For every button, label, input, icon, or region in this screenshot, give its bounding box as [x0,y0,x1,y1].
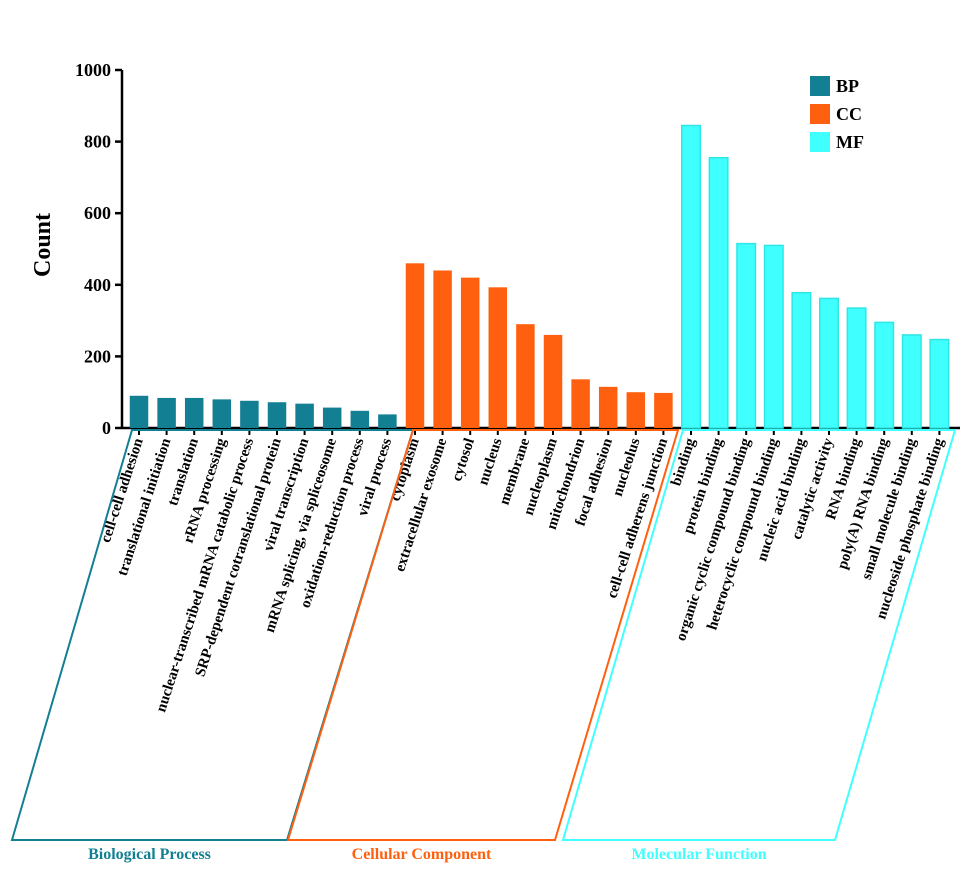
bar-mf [929,338,950,429]
bar-mf [846,307,867,429]
bar-mf [819,297,839,429]
legend-item-cc[interactable]: CC [810,104,862,124]
bar-mf [681,124,701,429]
bar-cc [460,277,480,428]
bar-bp [212,399,232,428]
bar-bp [129,395,149,428]
legend-swatch [810,104,830,124]
bar-mf [736,242,757,429]
bar-cc [654,392,673,428]
y-tick-label: 200 [84,346,111,366]
category-label: nucleus [475,436,505,487]
group-label-bp: Biological Process [88,846,211,863]
bar-bp [157,397,176,428]
bar-bp [184,397,204,428]
group-label-mf: Molecular Function [631,846,766,863]
y-tick-label: 800 [84,132,111,152]
bar-cc [626,392,646,428]
legend[interactable]: BP CC MF [810,76,864,152]
bar-bp [322,407,342,428]
bar-mf [874,321,895,429]
bar-mf [901,334,922,429]
group-bracket-mf [561,429,957,841]
bars [129,124,950,429]
bar-bp [240,400,259,428]
legend-swatch [810,76,830,96]
bar-bp [295,403,314,428]
bar-bp [350,410,370,428]
group-bracket-cc [286,429,680,841]
legend-item-bp[interactable]: BP [810,76,859,96]
legend-swatch [810,132,830,152]
bar-cc [433,270,452,428]
legend-label: MF [836,132,864,152]
y-tick-label: 600 [84,203,111,223]
y-axis-title: Count [30,213,56,277]
bar-cc [405,263,425,428]
bar-bp [267,402,287,428]
bar-cc [543,334,563,428]
legend-label: BP [836,76,859,96]
bar-cc [571,379,590,428]
bar-mf [791,291,812,429]
y-tick-label: 1000 [75,60,111,80]
bar-bp [378,414,397,428]
group-label-cc: Cellular Component [352,846,492,863]
bar-cc [488,287,508,428]
bar-cc [516,324,535,428]
category-label: cell-cell adherens junction [604,436,671,601]
bar-mf [708,156,729,429]
group-brackets: Biological Process Cellular Component Mole… [10,429,957,863]
legend-label: CC [836,104,862,124]
bar-mf [763,244,784,429]
y-tick-label: 0 [102,418,111,438]
y-tick-label: 400 [84,275,111,295]
legend-item-mf[interactable]: MF [810,132,864,152]
bar-cc [598,386,618,428]
category-label: cytosol [449,436,478,483]
